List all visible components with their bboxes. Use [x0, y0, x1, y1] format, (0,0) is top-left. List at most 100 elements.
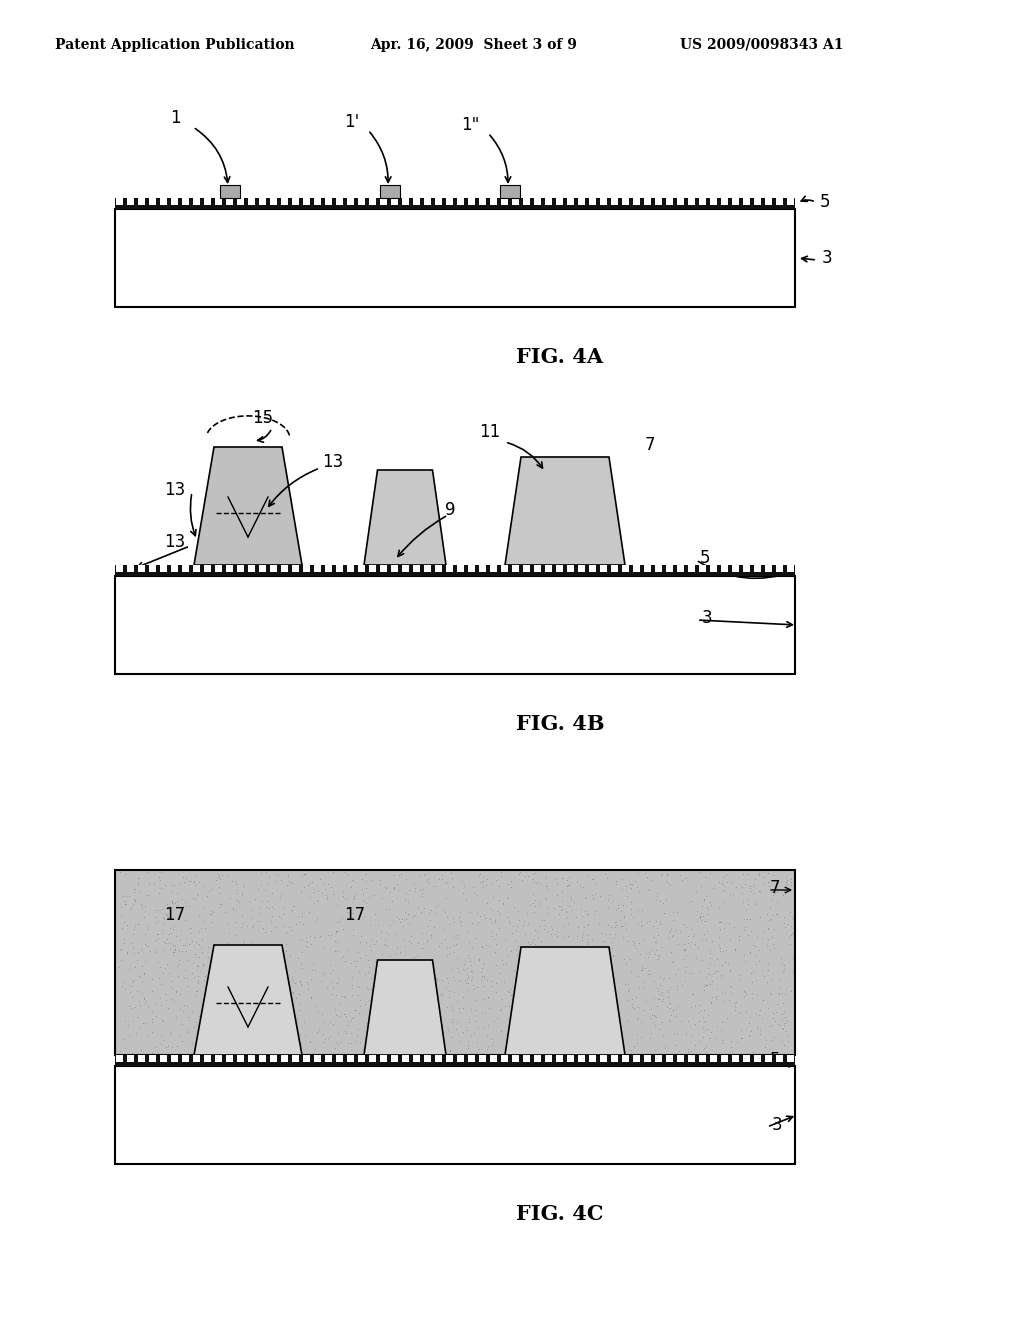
Point — [361, 957, 378, 978]
Point — [434, 983, 451, 1005]
Point — [203, 904, 219, 925]
Point — [360, 961, 377, 982]
Point — [658, 997, 675, 1018]
Bar — [699, 198, 706, 205]
Point — [459, 969, 475, 990]
Point — [322, 954, 338, 975]
Point — [750, 863, 766, 884]
Point — [413, 937, 429, 958]
Point — [663, 919, 679, 940]
Point — [127, 916, 143, 937]
Point — [526, 974, 543, 995]
Point — [723, 977, 739, 998]
Point — [473, 937, 489, 958]
Point — [412, 880, 428, 902]
Point — [361, 1003, 378, 1024]
Point — [139, 935, 156, 956]
Point — [639, 960, 655, 981]
Point — [697, 1019, 714, 1040]
Bar — [732, 1055, 739, 1063]
Bar — [380, 198, 387, 205]
Point — [177, 891, 194, 912]
Point — [185, 871, 202, 892]
Point — [737, 874, 754, 895]
Point — [281, 916, 297, 937]
Point — [495, 950, 511, 972]
Point — [632, 944, 648, 965]
Point — [188, 985, 205, 1006]
Point — [508, 1035, 524, 1056]
Point — [720, 952, 736, 973]
Point — [234, 1030, 251, 1051]
Bar — [325, 1055, 332, 1063]
Point — [636, 977, 652, 998]
Point — [200, 1012, 216, 1034]
Point — [369, 954, 385, 975]
Point — [208, 870, 224, 891]
Point — [294, 903, 310, 924]
Point — [690, 862, 707, 883]
Point — [681, 891, 697, 912]
Point — [344, 869, 360, 890]
Point — [147, 1006, 164, 1027]
Point — [373, 920, 389, 941]
Point — [293, 1034, 309, 1055]
Point — [172, 983, 188, 1005]
Point — [665, 999, 681, 1020]
Point — [438, 907, 455, 928]
Point — [549, 925, 565, 946]
Point — [718, 940, 734, 961]
Point — [475, 1018, 492, 1039]
Point — [385, 865, 401, 886]
Point — [469, 913, 485, 935]
Point — [574, 927, 591, 948]
Point — [580, 974, 596, 995]
Point — [185, 1016, 202, 1038]
Point — [460, 1031, 476, 1052]
Point — [723, 982, 739, 1003]
Point — [178, 975, 195, 997]
Point — [355, 891, 372, 912]
Point — [378, 964, 394, 985]
Bar — [545, 198, 552, 205]
Point — [607, 874, 624, 895]
Point — [349, 908, 366, 929]
Point — [447, 1019, 464, 1040]
Point — [702, 993, 719, 1014]
Point — [775, 1002, 792, 1023]
Point — [361, 990, 378, 1011]
Point — [510, 900, 526, 921]
Point — [167, 935, 183, 956]
Bar — [677, 565, 684, 572]
Text: Patent Application Publication: Patent Application Publication — [55, 38, 295, 51]
Point — [474, 870, 490, 891]
Point — [133, 1039, 150, 1060]
Point — [693, 949, 710, 970]
Point — [738, 899, 755, 920]
Point — [319, 924, 336, 945]
Point — [699, 904, 716, 925]
Bar — [391, 1055, 398, 1063]
Point — [478, 892, 495, 913]
Point — [327, 1038, 343, 1059]
Bar — [116, 198, 123, 205]
Point — [346, 871, 362, 892]
Point — [388, 1007, 404, 1028]
Point — [455, 958, 471, 979]
Point — [298, 927, 314, 948]
Point — [699, 899, 716, 920]
Point — [480, 986, 497, 1007]
Point — [180, 1019, 197, 1040]
Point — [587, 1012, 603, 1034]
Point — [406, 1034, 422, 1055]
Point — [221, 1011, 238, 1032]
Bar — [776, 565, 783, 572]
Point — [749, 983, 765, 1005]
Point — [174, 935, 190, 956]
Point — [466, 882, 482, 903]
Point — [474, 1002, 490, 1023]
Point — [169, 895, 185, 916]
Point — [119, 942, 135, 964]
Point — [485, 887, 502, 908]
Point — [186, 888, 203, 909]
